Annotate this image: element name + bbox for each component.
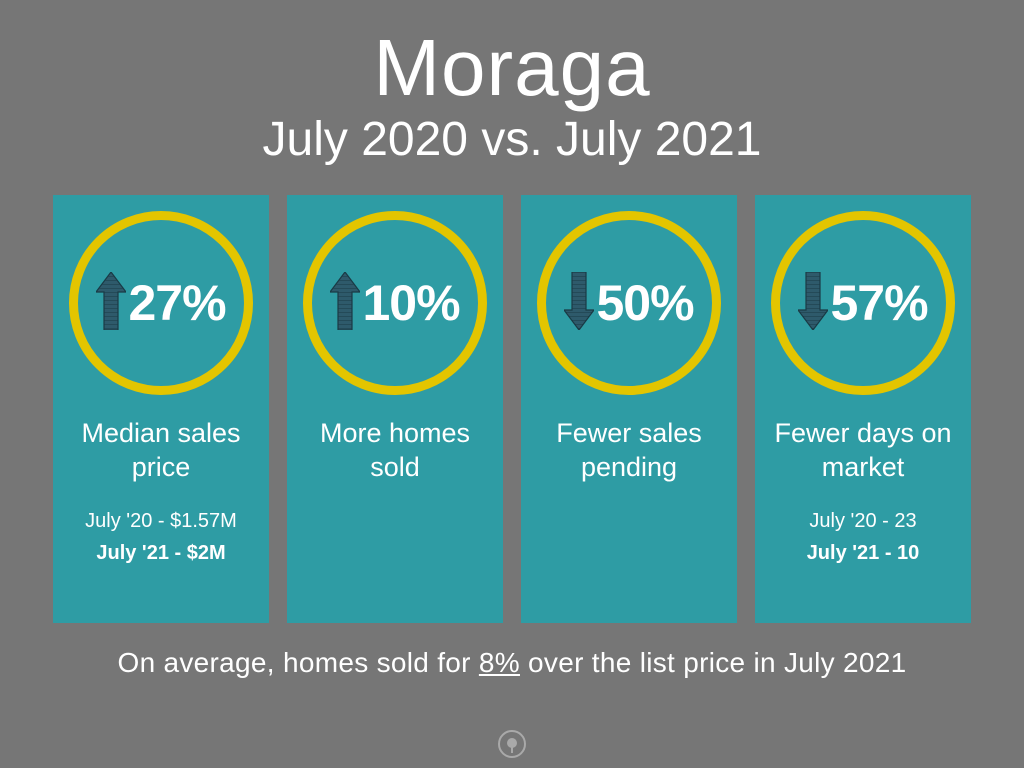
- stat-percent: 57%: [830, 274, 927, 332]
- arrow-down-icon: [564, 272, 594, 335]
- stat-label: Median sales price: [53, 417, 269, 485]
- stat-detail: July '20 - 23 July '21 - 10: [807, 505, 920, 569]
- stat-card-sales-pending: 50% Fewer sales pending: [521, 195, 737, 623]
- stat-card-homes-sold: 10% More homes sold: [287, 195, 503, 623]
- arrow-up-icon: [330, 272, 360, 335]
- stat-ring: 50%: [537, 211, 721, 395]
- detail-line-2: July '21 - 10: [807, 537, 920, 569]
- page-title: Moraga: [0, 28, 1024, 108]
- stat-ring: 27%: [69, 211, 253, 395]
- detail-line-1: July '20 - $1.57M: [85, 505, 237, 537]
- arrow-up-icon: [96, 272, 126, 335]
- header: Moraga July 2020 vs. July 2021: [0, 0, 1024, 167]
- page-subtitle: July 2020 vs. July 2021: [0, 112, 1024, 167]
- footer-pre: On average, homes sold for: [117, 647, 478, 678]
- stat-ring: 57%: [771, 211, 955, 395]
- footer-post: over the list price in July 2021: [520, 647, 907, 678]
- stat-percent: 10%: [362, 274, 459, 332]
- stat-percent: 27%: [128, 274, 225, 332]
- stat-ring: 10%: [303, 211, 487, 395]
- stat-label: Fewer days on market: [755, 417, 971, 485]
- stat-card-days-on-market: 57% Fewer days on market July '20 - 23 J…: [755, 195, 971, 623]
- stat-label: More homes sold: [287, 417, 503, 485]
- stat-card-median-price: 27% Median sales price July '20 - $1.57M…: [53, 195, 269, 623]
- arrow-down-icon: [798, 272, 828, 335]
- stat-detail: July '20 - $1.57M July '21 - $2M: [85, 505, 237, 569]
- stat-percent: 50%: [596, 274, 693, 332]
- stat-label: Fewer sales pending: [521, 417, 737, 485]
- footer-text: On average, homes sold for 8% over the l…: [0, 647, 1024, 679]
- stat-cards-row: 27% Median sales price July '20 - $1.57M…: [0, 195, 1024, 623]
- detail-line-1: July '20 - 23: [807, 505, 920, 537]
- footer-highlight: 8%: [479, 647, 520, 678]
- brand-logo-icon: [498, 730, 526, 758]
- detail-line-2: July '21 - $2M: [85, 537, 237, 569]
